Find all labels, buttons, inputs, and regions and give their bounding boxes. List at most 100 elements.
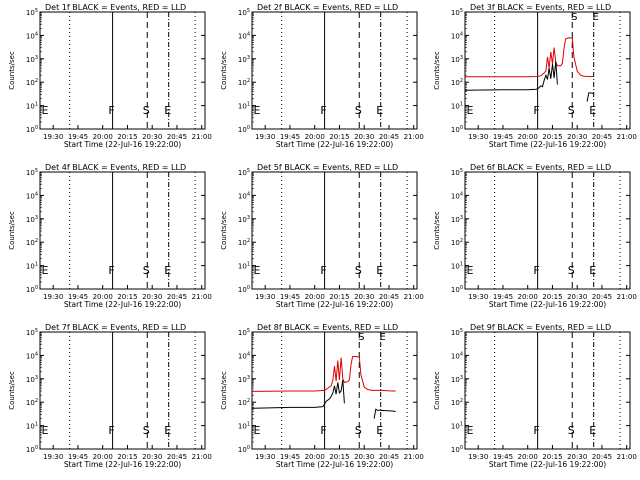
marker-label-top-s: S xyxy=(571,12,577,23)
marker-label-e-left: E xyxy=(42,264,49,277)
y-tick-label: 104 xyxy=(26,351,38,360)
lld-series-line xyxy=(251,356,396,392)
plot-frame xyxy=(464,11,631,130)
x-tick-label: 21:00 xyxy=(192,453,212,461)
plot-frame xyxy=(39,171,206,290)
y-axis-label: Counts/sec xyxy=(8,51,16,90)
x-tick-label: 20:15 xyxy=(117,293,137,301)
marker-label-s: S xyxy=(143,104,150,117)
x-tick-label: 19:30 xyxy=(43,293,63,301)
y-tick-label: 103 xyxy=(26,55,38,64)
plot-frame xyxy=(251,171,418,290)
y-axis-label: Counts/sec xyxy=(220,51,228,90)
events-series-line xyxy=(251,379,345,409)
y-tick-label: 105 xyxy=(26,168,38,177)
panel-title: Det 4f BLACK = Events, RED = LLD xyxy=(45,163,186,172)
y-axis-label: Counts/sec xyxy=(433,51,441,90)
panel-det-6: Det 6f BLACK = Events, RED = LLD 100 101 10… xyxy=(433,163,637,309)
y-tick-label: 101 xyxy=(451,262,463,271)
y-tick-label: 100 xyxy=(26,445,38,454)
events-series-line xyxy=(464,61,558,91)
marker-label-s: S xyxy=(568,104,575,117)
panel-det-7: Det 7f BLACK = Events, RED = LLD 100 101 10… xyxy=(8,323,212,469)
x-tick-label: 19:45 xyxy=(280,133,300,141)
x-tick-label: 19:45 xyxy=(68,293,88,301)
marker-label-s: S xyxy=(568,424,575,437)
x-tick-label: 20:15 xyxy=(329,133,349,141)
x-tick-label: 19:30 xyxy=(43,453,63,461)
marker-label-e: E xyxy=(164,424,171,437)
y-axis-label: Counts/sec xyxy=(220,371,228,410)
x-tick-label: 19:30 xyxy=(468,133,488,141)
x-tick-label: 20:15 xyxy=(329,453,349,461)
y-tick-label: 105 xyxy=(26,8,38,17)
x-axis-label: Start Time (22-Jul-16 19:22:00) xyxy=(276,140,393,149)
marker-label-e-left: E xyxy=(467,424,474,437)
x-tick-label: 20:45 xyxy=(167,133,187,141)
marker-label-e-left: E xyxy=(467,264,474,277)
x-tick-label: 20:15 xyxy=(542,453,562,461)
x-tick-label: 21:00 xyxy=(404,133,424,141)
y-tick-label: 102 xyxy=(451,78,463,87)
marker-label-top-e: E xyxy=(380,332,386,343)
x-tick-label: 19:30 xyxy=(468,293,488,301)
plot-frame xyxy=(251,331,418,450)
y-tick-label: 104 xyxy=(26,191,38,200)
marker-label-f: F xyxy=(108,424,114,437)
y-tick-label: 102 xyxy=(26,78,38,87)
marker-label-e: E xyxy=(589,424,596,437)
marker-label-e: E xyxy=(376,264,383,277)
x-tick-label: 20:00 xyxy=(518,453,538,461)
marker-label-s: S xyxy=(568,264,575,277)
events-series-line xyxy=(586,92,594,102)
y-tick-label: 102 xyxy=(238,238,250,247)
plot-frame xyxy=(464,331,631,450)
x-tick-label: 20:45 xyxy=(167,293,187,301)
y-tick-label: 104 xyxy=(451,351,463,360)
x-axis-label: Start Time (22-Jul-16 19:22:00) xyxy=(489,300,606,309)
x-tick-label: 19:45 xyxy=(68,453,88,461)
y-tick-label: 101 xyxy=(238,422,250,431)
panel-det-3: Det 3f BLACK = Events, RED = LLD 100 101 10… xyxy=(433,3,637,149)
marker-label-s: S xyxy=(355,104,362,117)
x-tick-label: 20:45 xyxy=(592,293,612,301)
x-tick-label: 20:45 xyxy=(592,453,612,461)
panel-title: Det 1f BLACK = Events, RED = LLD xyxy=(45,3,186,12)
marker-label-e: E xyxy=(589,104,596,117)
y-tick-label: 104 xyxy=(238,351,250,360)
x-tick-label: 20:15 xyxy=(329,293,349,301)
panel-title: Det 8f BLACK = Events, RED = LLD xyxy=(257,323,398,332)
marker-label-f: F xyxy=(320,424,326,437)
y-tick-label: 100 xyxy=(238,445,250,454)
marker-label-e: E xyxy=(589,264,596,277)
x-axis-label: Start Time (22-Jul-16 19:22:00) xyxy=(64,460,181,469)
y-axis-label: Counts/sec xyxy=(8,371,16,410)
y-tick-label: 105 xyxy=(238,168,250,177)
y-tick-label: 105 xyxy=(451,168,463,177)
x-tick-label: 21:00 xyxy=(617,453,637,461)
panel-title: Det 9f BLACK = Events, RED = LLD xyxy=(470,323,611,332)
y-tick-label: 105 xyxy=(451,8,463,17)
marker-label-e-left: E xyxy=(467,104,474,117)
y-tick-label: 103 xyxy=(451,375,463,384)
marker-label-s: S xyxy=(143,424,150,437)
x-tick-label: 19:45 xyxy=(493,293,513,301)
y-tick-label: 105 xyxy=(238,8,250,17)
marker-label-e: E xyxy=(376,104,383,117)
marker-label-s: S xyxy=(355,264,362,277)
y-tick-label: 104 xyxy=(26,31,38,40)
plot-frame xyxy=(39,331,206,450)
x-tick-label: 19:30 xyxy=(43,133,63,141)
marker-label-f: F xyxy=(320,104,326,117)
plot-frame xyxy=(39,11,206,130)
marker-label-s: S xyxy=(143,264,150,277)
y-tick-label: 104 xyxy=(451,191,463,200)
x-tick-label: 19:45 xyxy=(493,133,513,141)
y-tick-label: 103 xyxy=(238,55,250,64)
marker-label-f: F xyxy=(108,264,114,277)
x-tick-label: 21:00 xyxy=(192,293,212,301)
x-axis-label: Start Time (22-Jul-16 19:22:00) xyxy=(276,300,393,309)
x-tick-label: 20:45 xyxy=(379,293,399,301)
y-tick-label: 101 xyxy=(26,102,38,111)
x-tick-label: 20:00 xyxy=(305,293,325,301)
